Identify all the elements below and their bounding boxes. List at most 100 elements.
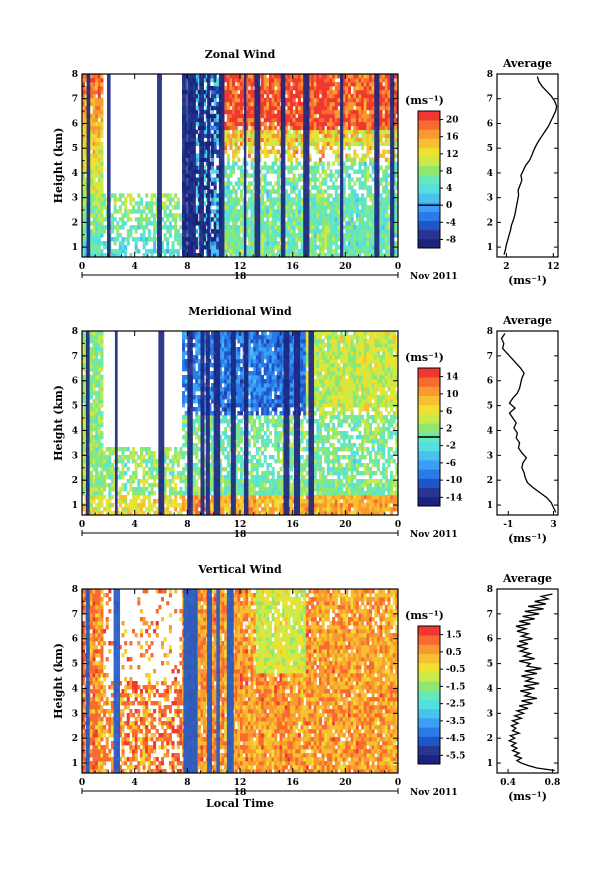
panel-title: Meridional Wind [188,305,292,318]
x-tick-label: 0 [79,520,85,530]
colorbar-swatch [418,690,440,700]
colorbar-swatch [418,727,440,737]
average-x-tick-label: 2 [503,262,509,272]
average-y-tick-label: 6 [487,119,493,129]
colorbar-swatch [418,395,440,406]
average-y-tick-label: 7 [487,610,493,620]
colorbar-swatch [418,156,440,167]
x-tick-label: 0 [395,778,401,788]
colorbar-swatch [418,229,440,240]
y-tick-label: 1 [72,243,78,253]
colorbar-swatch [418,441,440,452]
y-tick-label: 1 [72,759,78,769]
average-profile-line [500,333,557,513]
colorbar-tick-label: -0.5 [446,665,465,675]
colorbar-swatch [418,377,440,387]
heatmap-cells [82,74,399,258]
heatmap-cells [82,331,399,516]
date-label: 18 [234,530,247,540]
x-tick-label: 8 [184,262,190,272]
y-tick-label: 4 [72,426,78,436]
x-tick-label: 4 [132,520,138,530]
colorbar-tick-label: 0.5 [446,648,462,658]
date-label: 18 [234,788,247,798]
colorbar-swatch [418,238,440,249]
colorbar-frame [417,625,441,765]
colorbar-swatch [418,138,440,148]
average-x-label: (ms⁻¹) [508,532,547,545]
colorbar-swatch [418,129,440,139]
y-tick-label: 4 [72,684,78,694]
y-tick-label: 3 [72,451,78,461]
colorbar-tick-label: 10 [446,390,459,400]
colorbar-tick-label: 16 [446,133,459,143]
panel-title: Zonal Wind [205,48,276,61]
x-tick-label: 0 [395,520,401,530]
x-tick-label: 8 [184,778,190,788]
x-tick-label: 12 [234,778,247,788]
colorbar-tick-label: 12 [446,150,459,160]
colorbar-swatch [418,469,440,479]
average-y-tick-label: 7 [487,352,493,362]
average-y-tick-label: 1 [487,759,493,769]
colorbar-swatch [418,653,440,664]
x-tick-label: 0 [395,262,401,272]
y-tick-label: 6 [72,119,78,129]
colorbar-tick-label: -4 [446,218,456,228]
y-tick-label: 2 [72,218,78,228]
average-panel: Average 1 2 3 4 5 6 7 8 0.4 0.8 (ms⁻¹) [487,572,561,803]
y-tick-label: 8 [72,327,78,337]
x-tick-label: 16 [286,520,299,530]
average-x-tick-label: 3 [550,520,556,530]
average-title: Average [502,57,552,70]
y-tick-label: 5 [72,402,78,412]
y-tick-label: 7 [72,610,78,620]
average-profile-line [507,593,555,772]
y-tick-label: 5 [72,144,78,154]
average-frame [496,330,559,516]
average-y-tick-label: 3 [487,194,493,204]
y-tick-label: 7 [72,352,78,362]
colorbar-swatch [418,120,440,130]
average-y-tick-label: 6 [487,377,493,387]
average-x-tick-label: 0.8 [545,778,561,788]
colorbar: (ms⁻¹)1.5 0.5 -0.5 -1.5 -2.5 -3.5 -4.5 -5.5 [405,609,465,765]
colorbar-frame [417,110,441,249]
x-tick-label: 12 [234,262,247,272]
colorbar-swatch [418,681,440,691]
average-y-tick-label: 3 [487,709,493,719]
average-y-tick-label: 1 [487,243,493,253]
colorbar-swatch [418,414,440,424]
y-tick-label: 5 [72,660,78,670]
colorbar-swatch [418,736,440,746]
x-tick-label: 0 [79,262,85,272]
y-tick-label: 4 [72,169,78,179]
colorbar-tick-label: 8 [446,167,452,177]
colorbar-swatch [418,368,440,378]
y-tick-label: 2 [72,476,78,486]
y-tick-label: 2 [72,734,78,744]
average-y-tick-label: 2 [487,476,493,486]
colorbar-swatch [418,202,440,212]
colorbar-swatch [418,174,440,185]
colorbar-tick-label: -1.5 [446,682,465,692]
colorbar-unit-label: (ms⁻¹) [405,609,444,622]
heatmap-cells [82,589,399,774]
colorbar-tick-label: -6 [446,459,456,469]
y-tick-label: 6 [72,377,78,387]
month-label: Nov 2011 [410,530,458,540]
average-profile-line [503,76,558,255]
colorbar-tick-label: 20 [446,116,459,126]
colorbar-unit-label: (ms⁻¹) [405,351,444,364]
average-title: Average [502,572,552,585]
y-tick-label: 7 [72,95,78,105]
colorbar-swatch [418,754,440,765]
average-y-tick-label: 4 [487,169,493,179]
colorbar-swatch [418,745,440,756]
average-x-tick-label: 0.4 [500,778,516,788]
colorbar-swatch [418,165,440,176]
x-tick-label: 16 [286,778,299,788]
colorbar-tick-label: 0 [446,201,452,211]
colorbar-swatch [418,699,440,710]
